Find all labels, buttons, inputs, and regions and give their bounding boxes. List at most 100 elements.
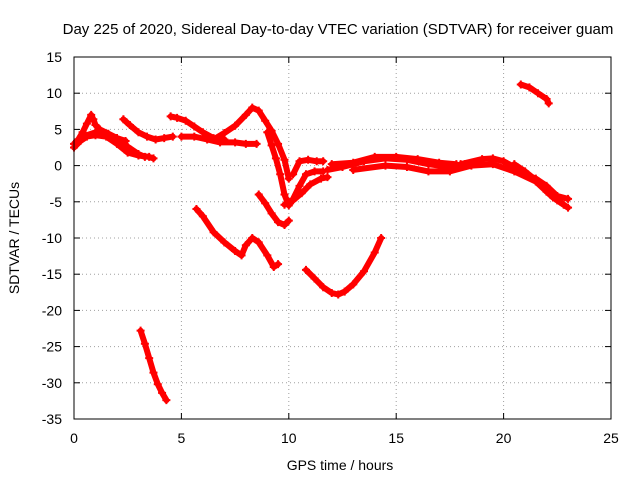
data-point xyxy=(276,170,285,179)
data-point xyxy=(261,116,270,125)
data-point xyxy=(140,339,149,348)
data-point xyxy=(488,154,497,163)
data-point xyxy=(125,121,134,130)
data-point xyxy=(252,139,261,148)
y-tick-label: -20 xyxy=(42,302,62,318)
data-point xyxy=(319,157,328,166)
data-point xyxy=(334,290,343,299)
data-point xyxy=(564,203,573,212)
data-point xyxy=(310,167,319,176)
series-arc11 xyxy=(254,190,293,229)
data-point xyxy=(267,141,276,150)
data-point xyxy=(248,103,257,112)
data-point xyxy=(173,113,182,122)
data-point xyxy=(274,260,283,269)
data-point xyxy=(87,110,96,119)
data-point xyxy=(220,129,229,138)
data-point xyxy=(280,220,289,229)
data-point xyxy=(91,128,100,137)
data-point xyxy=(424,167,433,176)
y-tick-label: -15 xyxy=(42,266,62,282)
series-arc16 xyxy=(510,160,573,212)
series-arc17 xyxy=(516,80,553,108)
data-point xyxy=(231,138,240,147)
data-point xyxy=(82,119,91,128)
x-tick-label: 20 xyxy=(496,430,512,446)
data-point xyxy=(231,121,240,130)
data-point xyxy=(241,241,250,250)
series-arc4 xyxy=(119,115,177,144)
data-point xyxy=(301,170,310,179)
data-point xyxy=(149,154,158,163)
series-line xyxy=(193,206,282,270)
data-point xyxy=(327,289,336,298)
data-point xyxy=(544,99,553,108)
data-point xyxy=(456,160,465,169)
data-series xyxy=(70,80,573,405)
data-point xyxy=(289,170,298,179)
data-point xyxy=(349,158,358,167)
data-point xyxy=(295,157,304,166)
data-point xyxy=(248,234,257,242)
data-point xyxy=(435,158,444,167)
data-point xyxy=(280,190,289,199)
y-tick-label: -10 xyxy=(42,230,62,246)
data-point xyxy=(263,128,272,137)
data-point xyxy=(158,388,167,397)
data-point xyxy=(190,122,199,131)
data-point xyxy=(134,150,143,159)
data-point xyxy=(301,265,310,274)
data-point xyxy=(310,274,319,283)
data-point xyxy=(564,194,573,203)
data-point xyxy=(392,152,401,161)
data-point xyxy=(402,163,411,172)
data-point xyxy=(162,396,171,405)
data-point xyxy=(102,129,111,138)
data-point xyxy=(295,181,304,190)
data-point xyxy=(553,196,562,205)
data-point xyxy=(140,152,149,161)
data-point xyxy=(177,132,186,141)
y-tick-label: -35 xyxy=(42,411,62,427)
data-point xyxy=(271,154,280,163)
data-point xyxy=(151,135,160,144)
data-point xyxy=(413,155,422,164)
data-point xyxy=(323,173,332,182)
data-point xyxy=(168,132,177,141)
series-line xyxy=(303,235,385,298)
data-point xyxy=(241,110,250,119)
x-tick-label: 0 xyxy=(70,430,78,446)
data-point xyxy=(91,121,100,130)
data-point xyxy=(123,142,132,151)
y-tick-label: -30 xyxy=(42,375,62,391)
data-point xyxy=(254,106,263,115)
data-point xyxy=(306,180,315,189)
data-point xyxy=(381,161,390,170)
x-tick-label: 15 xyxy=(388,430,404,446)
x-tick-label: 10 xyxy=(281,430,297,446)
data-point xyxy=(241,139,250,148)
y-axis-label: SDTVAR / TECUs xyxy=(6,182,22,294)
data-point xyxy=(136,326,145,335)
data-point xyxy=(510,160,519,169)
data-point xyxy=(533,89,542,98)
data-point xyxy=(78,132,87,141)
data-point xyxy=(254,190,263,199)
data-point xyxy=(153,380,162,389)
data-point xyxy=(198,212,207,221)
data-point xyxy=(359,267,368,276)
series-line xyxy=(511,161,571,211)
data-point xyxy=(297,189,306,198)
y-tick-label: 5 xyxy=(54,121,62,137)
series-arc7 xyxy=(209,103,293,183)
data-point xyxy=(370,248,379,257)
data-point xyxy=(349,280,358,289)
axis-ticks: 0 5 10 15 20 25 15 10 5 0 -5 -10 -15 -20 -25 -30 -35 xyxy=(42,49,619,446)
data-point xyxy=(289,196,298,205)
data-point xyxy=(134,128,143,137)
data-point xyxy=(209,228,218,237)
data-point xyxy=(231,247,240,256)
data-point xyxy=(160,134,169,143)
data-point xyxy=(267,209,276,218)
